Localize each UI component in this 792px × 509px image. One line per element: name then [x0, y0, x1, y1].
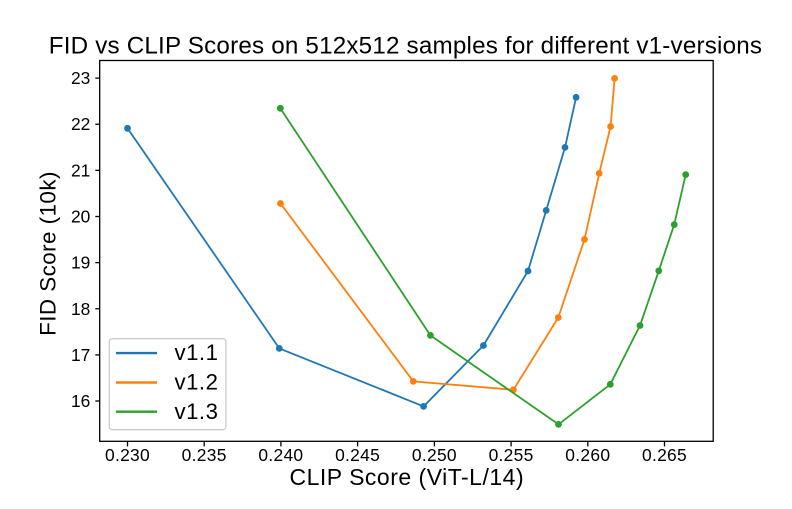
svg-text:FID vs CLIP Scores on 512x512: FID vs CLIP Scores on 512x512 samples fo… [49, 33, 762, 60]
svg-text:0.260: 0.260 [565, 445, 610, 465]
svg-text:0.255: 0.255 [489, 445, 534, 465]
svg-text:0.265: 0.265 [642, 445, 687, 465]
svg-text:FID Score (10k): FID Score (10k) [35, 171, 60, 336]
svg-text:21: 21 [71, 160, 90, 180]
svg-text:CLIP Score (ViT-L/14): CLIP Score (ViT-L/14) [289, 464, 524, 490]
svg-text:0.245: 0.245 [335, 445, 380, 465]
svg-text:0.230: 0.230 [105, 445, 150, 465]
svg-text:v1.1: v1.1 [175, 340, 219, 365]
svg-text:17: 17 [71, 345, 90, 365]
svg-text:0.250: 0.250 [412, 445, 457, 465]
svg-text:19: 19 [71, 253, 90, 273]
svg-text:16: 16 [71, 391, 90, 411]
svg-text:23: 23 [71, 68, 90, 88]
svg-text:v1.3: v1.3 [175, 399, 219, 424]
svg-text:v1.2: v1.2 [175, 369, 219, 394]
svg-text:22: 22 [71, 114, 90, 134]
svg-text:0.240: 0.240 [258, 445, 303, 465]
svg-text:20: 20 [71, 207, 90, 227]
svg-text:0.235: 0.235 [182, 445, 227, 465]
svg-text:18: 18 [71, 299, 90, 319]
